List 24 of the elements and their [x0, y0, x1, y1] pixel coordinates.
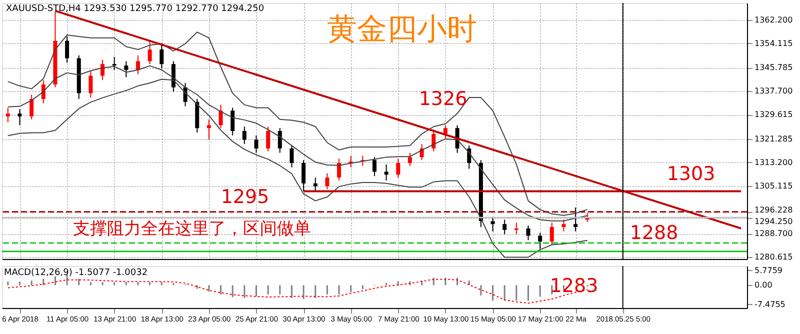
y-tick-label: 1305.115: [754, 181, 793, 190]
y-tick-label: 1354.115: [754, 38, 793, 48]
chart-title: MACD(12,26,9) -1.5077 -1.0032: [4, 268, 148, 278]
y-tick-label: 1337.700: [754, 86, 793, 96]
annotation: 1303: [666, 163, 716, 185]
y-tick-label: 1345.785: [754, 63, 793, 72]
annotation: 1283: [550, 275, 598, 297]
chart-subtitle: XAUUSD-STD,H4 1293.530 1295.770 1292.770 1294.250: [6, 4, 264, 14]
y-tick-label: 1280.615: [754, 252, 793, 262]
y-tick-label: 1313.200: [754, 158, 793, 167]
y-tick-label: 1294.250: [754, 217, 793, 226]
y-tick-label: 1321.285: [754, 134, 793, 144]
y-tick-label: 5.7759: [754, 266, 782, 275]
y-tick-label: 1296.228: [754, 205, 793, 214]
annotation: 1295: [220, 186, 270, 208]
annotation: 1288: [630, 222, 678, 244]
y-tick-label: 1362.200: [754, 15, 793, 24]
chart-title: 黄金四小时: [327, 12, 477, 47]
y-tick-label: -7.4755: [754, 300, 786, 309]
y-tick-label: 0.00: [754, 280, 772, 290]
annotation: 1326: [418, 88, 468, 110]
y-tick-label: 1288.700: [754, 229, 793, 238]
y-tick-label: 1329.615: [754, 110, 793, 120]
annotation: 支撑阻力全在这里了，区间做单: [73, 219, 311, 239]
